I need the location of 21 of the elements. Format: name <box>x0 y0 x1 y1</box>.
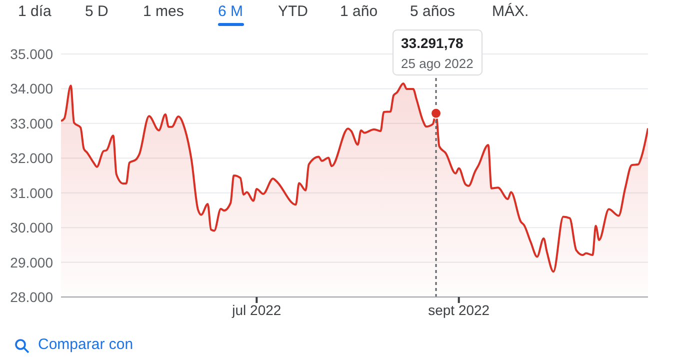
text: 5 años <box>410 3 456 20</box>
text: 1 día <box>18 3 52 20</box>
annotation: 25 ago 2022 <box>401 56 474 71</box>
text: 1 mes <box>143 3 184 20</box>
text: YTD <box>278 3 308 20</box>
text: 5 D <box>85 3 108 20</box>
y-tick-label: 35.000 <box>10 46 54 62</box>
text: MÁX. <box>492 3 529 20</box>
y-tick-label: 32.000 <box>10 150 54 166</box>
y-tick-label: 33.000 <box>10 115 54 132</box>
y-tick-label: 34.000 <box>10 80 54 97</box>
x-tick-label: jul 2022 <box>231 302 282 318</box>
y-tick-label: 30.000 <box>10 220 54 236</box>
text: 6 M <box>218 3 244 20</box>
text: 33.291,78 <box>401 35 464 51</box>
text: Comparar con <box>38 336 134 353</box>
x-tick-label: sept 2022 <box>428 302 490 318</box>
text: 1 año <box>340 3 378 20</box>
y-tick-label: 28.000 <box>10 288 54 305</box>
y-tick-label: 29.000 <box>10 254 54 270</box>
y-tick-label: 31.000 <box>10 184 54 201</box>
